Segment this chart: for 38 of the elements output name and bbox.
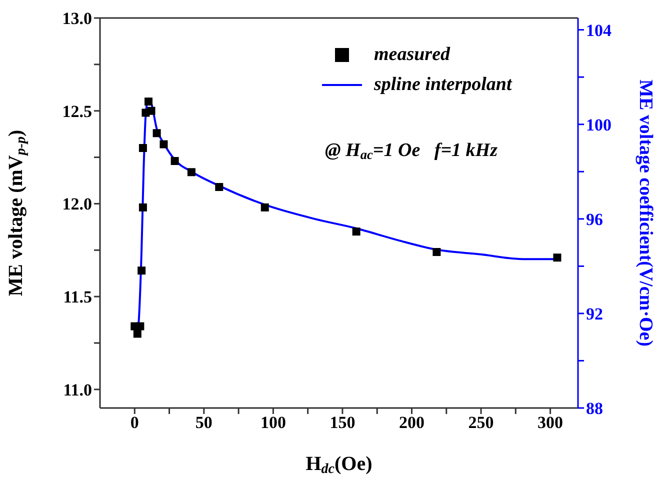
point [352, 228, 360, 236]
point [138, 144, 147, 152]
point [136, 322, 144, 330]
y2-tick-label: 100 [586, 115, 612, 134]
point [432, 248, 441, 256]
point [553, 254, 562, 262]
legend-label: spline interpolant [374, 74, 512, 96]
point [138, 266, 146, 275]
point [215, 183, 224, 191]
point [187, 168, 196, 176]
annotation: @ H$_{ac}$=1 Oe f=1 kHz [325, 140, 498, 162]
y2-tick-label: 96 [586, 210, 603, 229]
x-tick-label: 100 [260, 413, 286, 432]
y-tick-label: 13.0 [62, 9, 92, 28]
x-tick-label: 250 [468, 413, 494, 432]
point [133, 330, 142, 338]
point [138, 203, 147, 212]
x-tick-label: 300 [538, 413, 564, 432]
point [260, 203, 269, 212]
point [152, 129, 161, 138]
point [144, 98, 152, 106]
y-tick-label: 12.5 [62, 102, 92, 121]
y-tick-label: 11.5 [63, 288, 92, 307]
x-tick-label: 200 [398, 413, 424, 432]
legend-label: measured [374, 44, 450, 66]
point [170, 157, 179, 165]
point [160, 140, 168, 148]
x-tick-label: 150 [330, 413, 356, 432]
y2-tick-label: 104 [586, 20, 612, 40]
x-axis-title: H$_{dc}$(Oe) [306, 453, 372, 477]
point [147, 106, 156, 115]
y-tick-label: 12.0 [62, 194, 92, 214]
y-tick-label: 11.0 [63, 380, 92, 400]
x-tick-label: 0 [130, 413, 139, 432]
x-tick-label: 50 [195, 413, 212, 432]
y2-tick-label: 88 [586, 399, 603, 418]
y2-axis-title: ME voltage coefficient(V/cm·Oe) [635, 80, 656, 346]
y2-tick-label: 92 [586, 304, 603, 324]
